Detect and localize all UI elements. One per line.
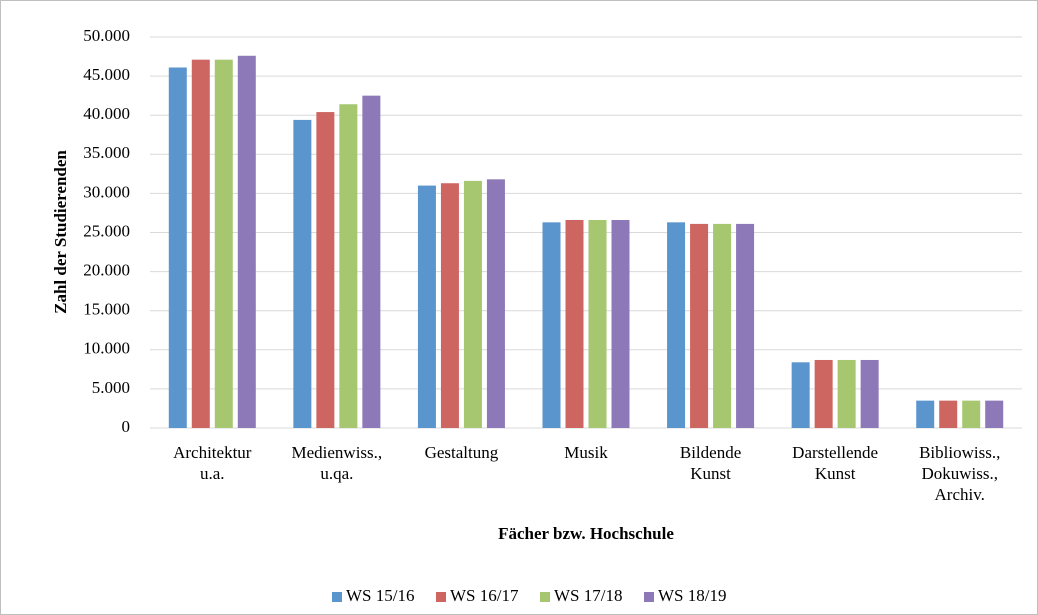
- bar: [667, 222, 686, 428]
- bar: [565, 219, 584, 428]
- x-tick-label-box: Musik: [564, 443, 608, 462]
- y-tick-label: 45.000: [83, 65, 130, 84]
- legend-label: WS 15/16: [346, 586, 414, 605]
- legend-swatch: [436, 592, 446, 602]
- legend-swatch: [332, 592, 342, 602]
- legend-label: WS 17/18: [554, 586, 622, 605]
- bar: [791, 362, 810, 428]
- bar: [214, 59, 233, 428]
- y-tick-label: 10.000: [83, 339, 130, 358]
- bar: [339, 104, 358, 428]
- bar: [588, 219, 607, 428]
- x-tick-label-box: Bibliowiss., Dokuwiss., Archiv.: [919, 443, 1001, 504]
- bar: [463, 180, 482, 428]
- y-tick-label: 35.000: [83, 143, 130, 162]
- y-tick-label: 40.000: [83, 104, 130, 123]
- x-tick-label-box: Gestaltung: [424, 443, 499, 462]
- x-tick-label: Medienwiss., u.qa.: [291, 443, 383, 483]
- y-tick-label: 25.000: [83, 221, 130, 240]
- x-tick-label: Darstellende Kunst: [792, 443, 879, 483]
- bar: [860, 359, 879, 428]
- x-tick-label: Gestaltung: [424, 443, 499, 462]
- legend-swatch: [644, 592, 654, 602]
- x-tick-label: Architektur u.a.: [173, 443, 252, 483]
- x-tick-label: Bibliowiss., Dokuwiss., Archiv.: [919, 443, 1001, 504]
- bar: [690, 223, 709, 428]
- bar: [713, 223, 732, 428]
- bar: [417, 185, 436, 428]
- bar: [237, 55, 256, 428]
- x-axis-title: Fächer bzw. Hochschule: [498, 524, 674, 543]
- y-axis-title: Zahl der Studierenden: [51, 150, 70, 314]
- y-tick-label: 5.000: [92, 378, 130, 397]
- y-tick-label: 0: [122, 417, 131, 436]
- bar: [293, 119, 312, 428]
- x-tick-label-box: Bildende Kunst: [679, 443, 742, 483]
- x-tick-label-box: Medienwiss., u.qa.: [291, 443, 383, 483]
- bar: [611, 219, 630, 428]
- x-tick-label-box: Darstellende Kunst: [792, 443, 879, 483]
- bar: [962, 400, 981, 428]
- bar: [191, 59, 210, 428]
- legend-swatch: [540, 592, 550, 602]
- bar: [985, 400, 1004, 428]
- x-tick-label: Bildende Kunst: [679, 443, 742, 483]
- bar: [916, 400, 935, 428]
- bar: [440, 183, 459, 428]
- y-tick-label: 20.000: [83, 261, 130, 280]
- bar: [814, 359, 833, 428]
- bar: [362, 95, 381, 429]
- legend-label: WS 18/19: [658, 586, 726, 605]
- y-tick-label: 50.000: [83, 26, 130, 45]
- y-tick-label: 30.000: [83, 182, 130, 201]
- x-tick-label-box: Architektur u.a.: [173, 443, 252, 483]
- bar: [542, 222, 561, 428]
- x-tick-label: Musik: [564, 443, 608, 462]
- bar: [837, 359, 856, 428]
- legend-label: WS 16/17: [450, 586, 519, 605]
- bar: [486, 179, 505, 428]
- bar: [939, 400, 958, 428]
- bar: [168, 67, 187, 429]
- bar: [736, 223, 755, 428]
- bar: [316, 112, 335, 429]
- y-tick-label: 15.000: [83, 300, 130, 319]
